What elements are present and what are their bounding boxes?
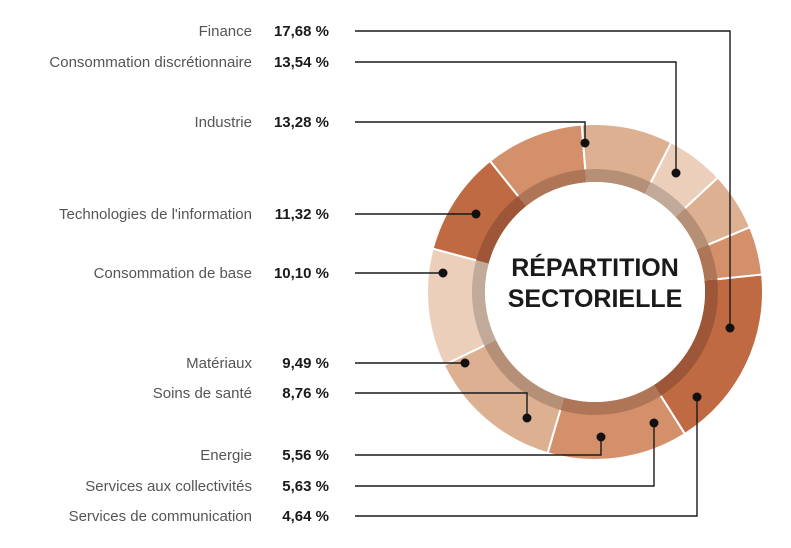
inner-ring-energie [644, 182, 685, 218]
label-name-services-aux-collectivites: Services aux collectivités [85, 478, 252, 495]
leader-line-services-aux-collectivites [355, 423, 655, 487]
inner-ring-consommation-de-base [476, 195, 527, 264]
label-value-services-de-communication: 4,64 % [282, 508, 329, 525]
inner-ring-soins-de-sante [585, 168, 651, 194]
leader-line-services-de-communication [355, 397, 698, 517]
leader-lines [355, 30, 735, 517]
center-title-line-1: RÉPARTITION [511, 253, 679, 282]
inner-ring-services-de-communication [696, 244, 718, 281]
leader-dot-services-de-communication [692, 392, 702, 402]
leader-line-energie [355, 437, 602, 456]
donut-inner-ring [471, 168, 719, 416]
label-name-soins-de-sante: Soins de santé [153, 385, 252, 402]
label-name-consommation-discretionnaire: Consommation discrétionnaire [49, 54, 252, 71]
label-name-finance: Finance [199, 23, 252, 40]
donut-hole [485, 182, 705, 402]
center-title-line-2: SECTORIELLE [508, 285, 683, 313]
inner-ring-consommation-discretionnaire [560, 384, 661, 416]
leader-line-finance [355, 30, 731, 328]
leader-dot-finance [725, 323, 735, 333]
label-value-services-aux-collectivites: 5,63 % [282, 478, 329, 495]
label-name-materiaux: Matériaux [186, 355, 252, 372]
label-value-consommation-de-base: 10,10 % [274, 265, 329, 282]
label-name-industrie: Industrie [194, 114, 252, 131]
leader-dot-soins-de-sante [522, 413, 532, 423]
label-value-consommation-discretionnaire: 13,54 % [274, 54, 329, 71]
label-value-industrie: 13,28 % [274, 114, 329, 131]
leader-line-soins-de-sante [355, 392, 528, 418]
label-value-materiaux: 9,49 % [282, 355, 329, 372]
label-name-services-de-communication: Services de communication [69, 508, 252, 525]
label-name-energie: Energie [200, 447, 252, 464]
label-value-finance: 17,68 % [274, 23, 329, 40]
inner-ring-materiaux [518, 169, 587, 207]
inner-ring-finance [653, 279, 719, 396]
category-labels: Finance 17,68 % Consommation discrétionnai… [49, 23, 329, 525]
leader-dot-consommation-discretionnaire [671, 168, 681, 178]
inner-ring-industrie [484, 339, 564, 410]
leader-dot-technologies-de-l-information [471, 209, 481, 219]
leader-line-consommation-discretionnaire [355, 61, 677, 173]
label-value-soins-de-sante: 8,76 % [282, 385, 329, 402]
leader-dot-services-aux-collectivites [649, 418, 659, 428]
label-name-technologies-de-l-information: Technologies de l'information [59, 206, 252, 223]
leader-dot-energie [596, 432, 606, 442]
inner-ring-technologies-de-l-information [471, 260, 496, 346]
inner-ring-services-aux-collectivites [675, 208, 709, 250]
label-value-energie: 5,56 % [282, 447, 329, 464]
label-name-consommation-de-base: Consommation de base [94, 265, 252, 282]
leader-dot-materiaux [460, 358, 470, 368]
leader-dot-consommation-de-base [438, 268, 448, 278]
leader-line-industrie [355, 121, 586, 143]
label-value-technologies-de-l-information: 11,32 % [275, 206, 329, 223]
leader-dot-industrie [580, 138, 590, 148]
